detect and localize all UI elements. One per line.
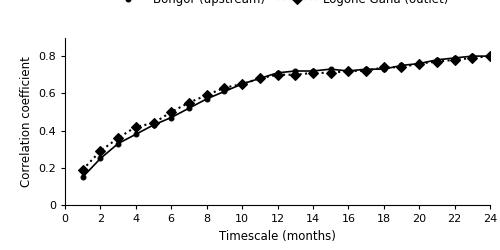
Bongor (upstream) <box>292 70 298 72</box>
Logone Gana (outlet) <box>186 101 192 104</box>
Logone Gana (outlet) <box>487 54 493 58</box>
Bongor (upstream) <box>328 68 334 71</box>
Bongor (upstream) <box>133 133 139 136</box>
Bongor (upstream) <box>310 70 316 72</box>
Logone Gana (outlet) <box>150 122 156 124</box>
Bongor (upstream) <box>257 77 263 80</box>
Logone Gana (outlet) <box>416 62 422 65</box>
Logone Gana (outlet) <box>257 77 263 80</box>
Bongor (upstream) <box>434 58 440 61</box>
Logone Gana (outlet) <box>168 110 174 114</box>
Line: Logone Gana (outlet): Logone Gana (outlet) <box>79 53 494 173</box>
Bongor (upstream) <box>204 98 210 100</box>
Logone Gana (outlet) <box>292 73 298 76</box>
Bongor (upstream) <box>381 68 387 71</box>
Logone Gana (outlet) <box>133 125 139 128</box>
Logone Gana (outlet) <box>239 82 245 86</box>
Logone Gana (outlet) <box>80 168 86 171</box>
Logone Gana (outlet) <box>381 66 387 69</box>
Bongor (upstream) <box>274 71 280 74</box>
Bongor (upstream) <box>239 82 245 86</box>
Logone Gana (outlet) <box>274 73 280 76</box>
Y-axis label: Correlation coefficient: Correlation coefficient <box>20 56 32 187</box>
Logone Gana (outlet) <box>470 56 476 59</box>
Logone Gana (outlet) <box>310 71 316 74</box>
Logone Gana (outlet) <box>398 66 404 69</box>
Bongor (upstream) <box>363 68 369 71</box>
Bongor (upstream) <box>222 90 228 93</box>
Bongor (upstream) <box>398 64 404 67</box>
Bongor (upstream) <box>416 62 422 65</box>
Bongor (upstream) <box>470 54 476 58</box>
Logone Gana (outlet) <box>115 136 121 140</box>
Logone Gana (outlet) <box>452 58 458 61</box>
Logone Gana (outlet) <box>204 94 210 97</box>
Bongor (upstream) <box>98 157 103 160</box>
Bongor (upstream) <box>168 116 174 119</box>
Logone Gana (outlet) <box>346 70 352 72</box>
Logone Gana (outlet) <box>328 71 334 74</box>
Logone Gana (outlet) <box>222 86 228 89</box>
Bongor (upstream) <box>115 142 121 145</box>
Bongor (upstream) <box>452 56 458 59</box>
Logone Gana (outlet) <box>434 60 440 63</box>
Logone Gana (outlet) <box>363 70 369 72</box>
X-axis label: Timescale (months): Timescale (months) <box>219 230 336 242</box>
Bongor (upstream) <box>80 176 86 178</box>
Bongor (upstream) <box>186 107 192 110</box>
Bongor (upstream) <box>150 124 156 126</box>
Bongor (upstream) <box>487 54 493 58</box>
Legend: Bongor (upstream), Logone Gana (outlet): Bongor (upstream), Logone Gana (outlet) <box>107 0 448 6</box>
Logone Gana (outlet) <box>98 150 103 152</box>
Line: Bongor (upstream): Bongor (upstream) <box>80 54 492 180</box>
Bongor (upstream) <box>346 70 352 72</box>
